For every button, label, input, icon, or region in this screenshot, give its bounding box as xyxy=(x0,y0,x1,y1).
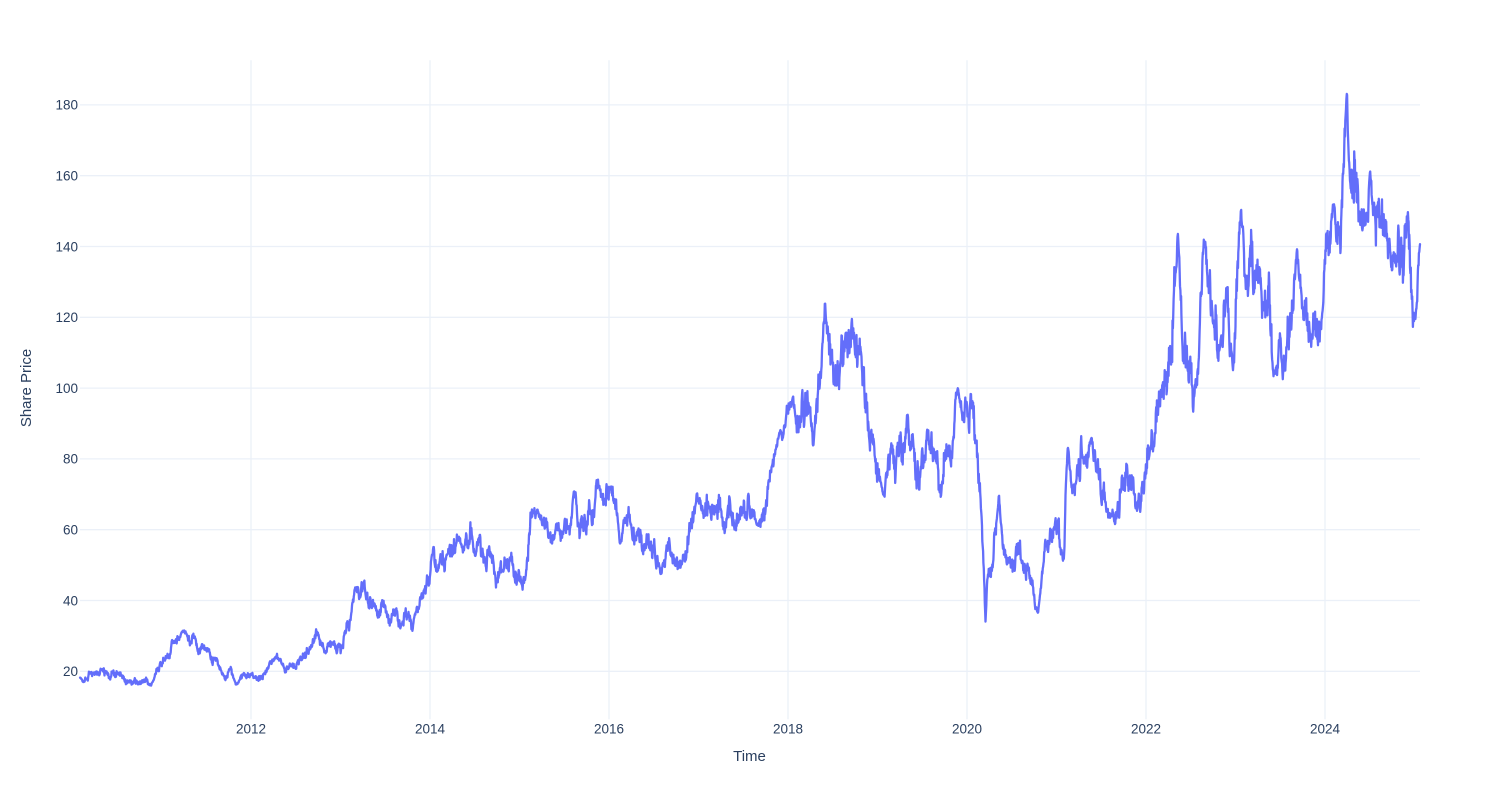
svg-text:120: 120 xyxy=(55,310,78,325)
svg-text:20: 20 xyxy=(63,664,78,679)
svg-text:140: 140 xyxy=(55,239,78,254)
svg-text:2020: 2020 xyxy=(952,721,982,736)
svg-text:Share Price: Share Price xyxy=(18,349,35,427)
svg-text:Time: Time xyxy=(733,748,766,765)
svg-text:180: 180 xyxy=(55,98,78,113)
svg-text:2022: 2022 xyxy=(1131,721,1161,736)
svg-text:160: 160 xyxy=(55,169,78,184)
svg-text:2016: 2016 xyxy=(594,721,624,736)
svg-text:100: 100 xyxy=(55,381,78,396)
svg-text:80: 80 xyxy=(63,452,78,467)
svg-text:2014: 2014 xyxy=(415,721,446,736)
svg-text:2018: 2018 xyxy=(773,721,803,736)
svg-text:2024: 2024 xyxy=(1310,721,1341,736)
svg-text:2012: 2012 xyxy=(236,721,266,736)
svg-text:60: 60 xyxy=(63,523,78,538)
svg-text:40: 40 xyxy=(63,593,78,608)
